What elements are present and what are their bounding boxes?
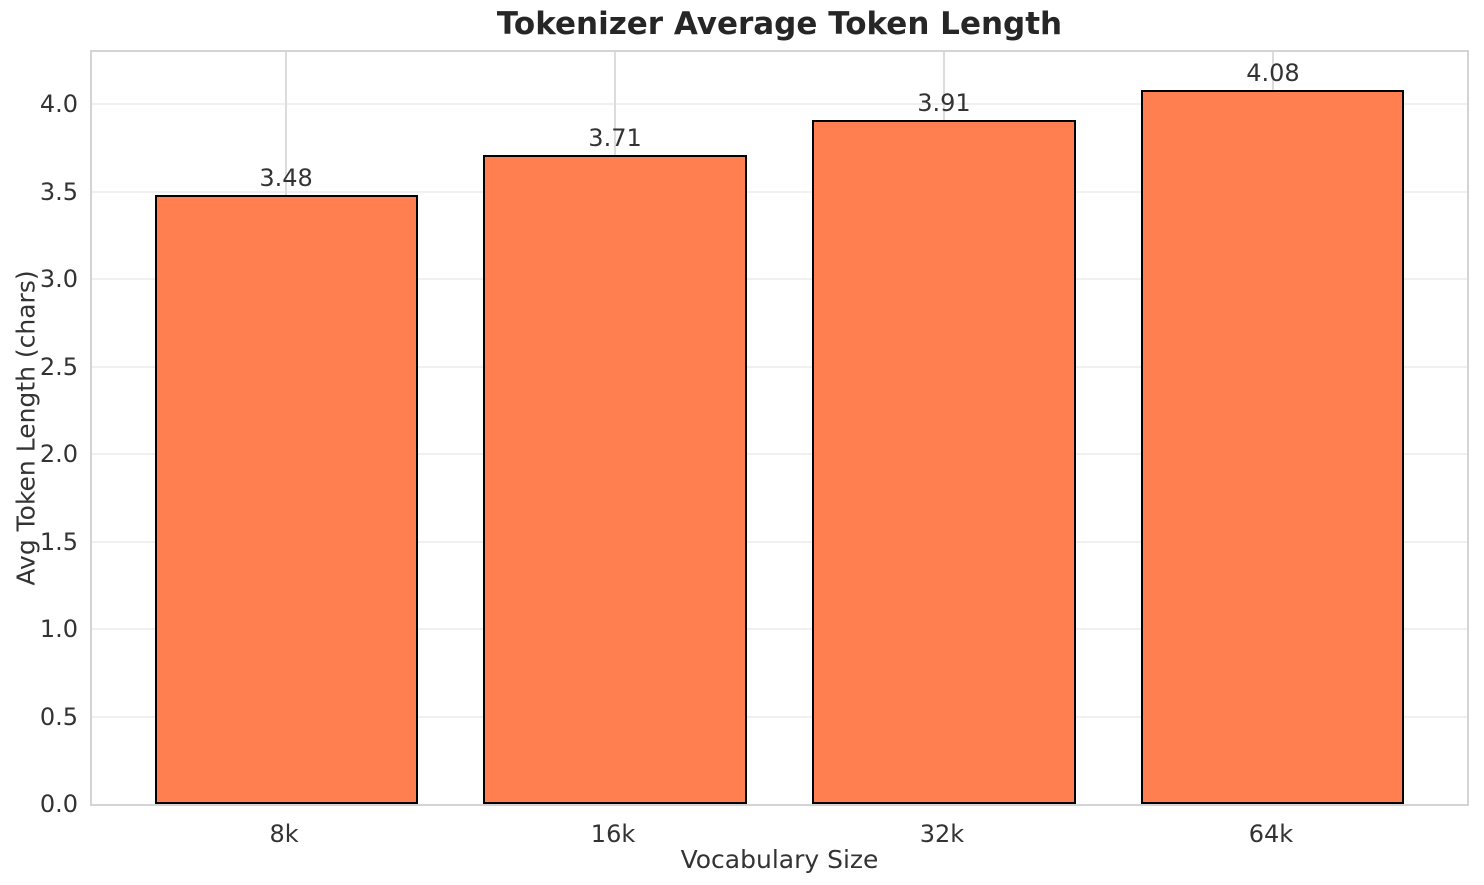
bar-16k bbox=[483, 155, 747, 804]
gridline-horizontal bbox=[92, 715, 1467, 718]
y-tick-label: 2.0 bbox=[39, 440, 78, 469]
y-tick-label: 0.0 bbox=[39, 790, 78, 818]
y-tick-label: 3.0 bbox=[39, 265, 78, 294]
y-tick-label: 4.0 bbox=[39, 90, 78, 119]
x-tick-label: 8k bbox=[269, 820, 299, 848]
x-tick-label: 64k bbox=[1248, 820, 1294, 848]
plot-area: 3.48 3.71 3.91 4.08 bbox=[90, 50, 1469, 806]
x-tick-label: 16k bbox=[590, 820, 636, 848]
y-tick-label: 1.5 bbox=[39, 527, 78, 556]
bar-value-label: 3.48 bbox=[259, 164, 313, 193]
gridline-horizontal bbox=[92, 365, 1467, 368]
x-tick-label: 32k bbox=[919, 820, 965, 848]
bar-8k bbox=[154, 195, 418, 804]
y-tick-labels: 0.0 0.5 1.0 1.5 2.0 2.5 3.0 3.5 4.0 bbox=[0, 50, 78, 818]
x-tick-labels: 8k 16k 32k 64k bbox=[90, 806, 1469, 848]
chart-title: Tokenizer Average Token Length bbox=[496, 6, 1063, 42]
y-tick-label: 1.0 bbox=[39, 615, 78, 644]
bar-value-label: 3.91 bbox=[917, 89, 971, 118]
x-axis-label: Vocabulary Size bbox=[680, 845, 879, 874]
y-tick-label: 0.5 bbox=[39, 702, 78, 731]
y-tick-label: 2.5 bbox=[39, 352, 78, 381]
bar-value-label: 4.08 bbox=[1246, 59, 1300, 88]
gridline-horizontal bbox=[92, 278, 1467, 281]
bar-64k bbox=[1141, 90, 1405, 804]
bar-value-label: 3.71 bbox=[588, 124, 642, 153]
gridline-horizontal bbox=[92, 453, 1467, 456]
gridline-horizontal bbox=[92, 540, 1467, 543]
y-tick-label: 3.5 bbox=[39, 177, 78, 206]
gridline-horizontal bbox=[92, 628, 1467, 631]
bar-32k bbox=[812, 120, 1076, 804]
gridline-horizontal bbox=[92, 190, 1467, 193]
gridline-horizontal bbox=[92, 103, 1467, 106]
